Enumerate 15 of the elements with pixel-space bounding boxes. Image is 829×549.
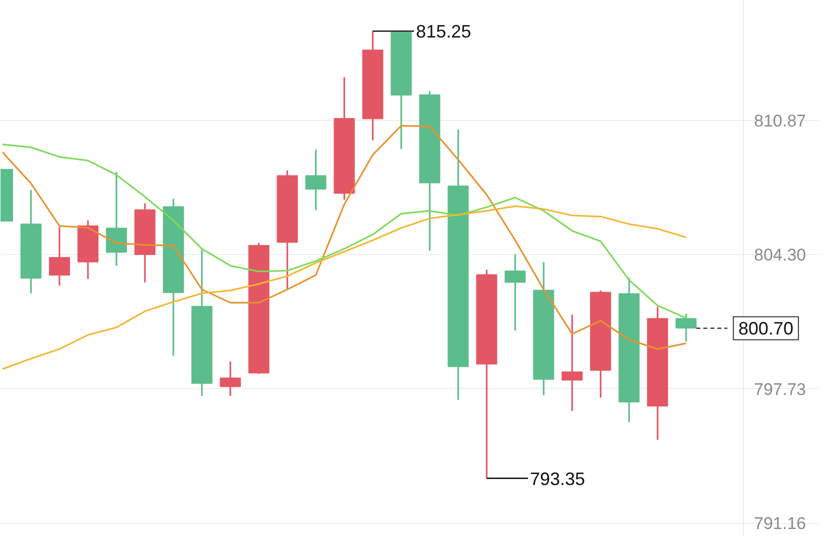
- candlestick: [504, 254, 526, 332]
- line-series: [2, 205, 687, 370]
- candlestick: [48, 226, 70, 287]
- y-tick-label: 791.16: [754, 514, 806, 534]
- candlestick: [562, 314, 583, 412]
- annotation: 815.25: [416, 22, 472, 42]
- candlestick: [676, 312, 697, 342]
- candlestick: [220, 360, 241, 397]
- y-tick-label: 804.30: [754, 246, 806, 265]
- y-tick-label: 797.73: [754, 380, 806, 399]
- ref-line-label: 800.70: [738, 318, 794, 339]
- line-series: [2, 124, 687, 350]
- annotation: 793.35: [530, 468, 586, 489]
- candlestick: [305, 148, 326, 211]
- y-tick-label: 810.87: [754, 112, 806, 131]
